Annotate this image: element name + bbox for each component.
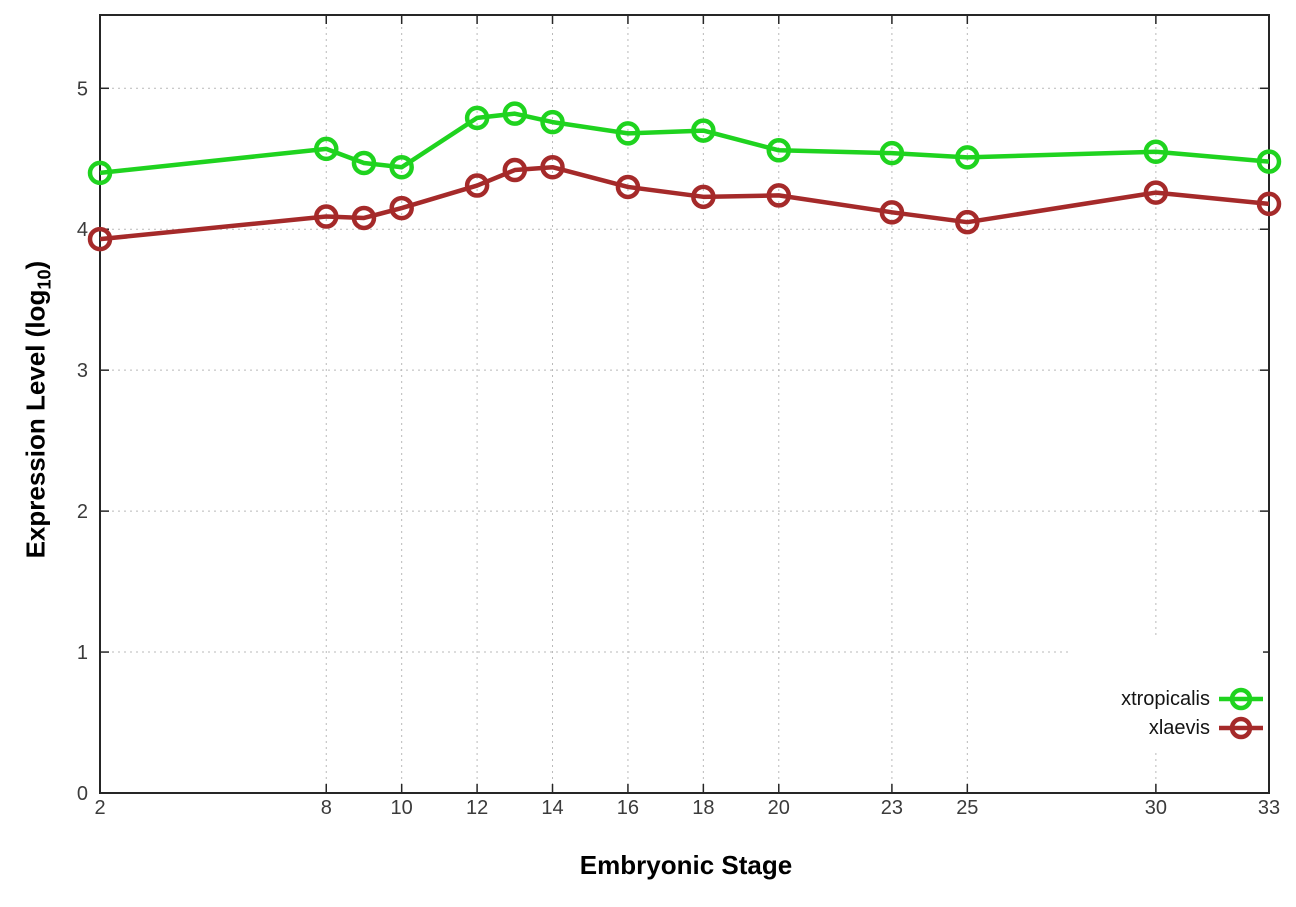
x-tick-label: 16 bbox=[617, 797, 639, 819]
xlaevis-marker bbox=[1143, 180, 1169, 205]
xtropicalis-marker bbox=[766, 138, 792, 163]
legend: xtropicalis xlaevis bbox=[1070, 637, 1263, 752]
plot-border bbox=[99, 14, 1270, 794]
xtropicalis-marker bbox=[540, 109, 565, 135]
y-axis-title: Expression Level (log10) bbox=[20, 200, 55, 620]
xlaevis-marker bbox=[1256, 191, 1282, 217]
y-axis-title-text: Expression Level (log bbox=[20, 289, 51, 559]
xtropicalis-line bbox=[99, 111, 1270, 176]
y-tick-label: 4 bbox=[77, 219, 88, 241]
xtropicalis-marker bbox=[1256, 149, 1282, 174]
x-tick-label: 14 bbox=[541, 797, 563, 819]
legend-item-xlaevis: xlaevis bbox=[1149, 716, 1263, 740]
xtropicalis-marker bbox=[879, 140, 905, 166]
xlaevis-marker bbox=[615, 174, 641, 200]
y-axis-title-subscript: 10 bbox=[34, 269, 55, 290]
xtropicalis-marker bbox=[87, 160, 113, 186]
x-tick-label: 8 bbox=[321, 797, 332, 819]
xlaevis-marker bbox=[502, 157, 528, 183]
x-tick-label: 12 bbox=[466, 797, 488, 819]
xlaevis-line bbox=[99, 164, 1270, 242]
y-axis-title-close: ) bbox=[20, 260, 51, 270]
x-tick-label: 23 bbox=[881, 797, 903, 819]
xlaevis-marker bbox=[955, 209, 980, 235]
xtropicalis-marker bbox=[502, 101, 528, 126]
xtropicalis-marker bbox=[691, 118, 716, 143]
xlaevis-marker bbox=[540, 154, 565, 180]
y-tick-label: 3 bbox=[77, 360, 88, 382]
x-tick-label: 33 bbox=[1258, 797, 1280, 819]
y-tick-label: 1 bbox=[77, 642, 88, 664]
xlaevis-marker bbox=[389, 195, 414, 221]
xlaevis-marker bbox=[464, 173, 490, 198]
xlaevis-marker bbox=[766, 183, 792, 208]
xtropicalis-marker bbox=[314, 136, 339, 162]
legend-label-xtropicalis: xtropicalis bbox=[1121, 688, 1210, 710]
x-tick-label: 30 bbox=[1145, 797, 1167, 819]
y-tick-label: 2 bbox=[77, 501, 88, 523]
x-tick-label: 25 bbox=[956, 797, 978, 819]
legend-label-xlaevis: xlaevis bbox=[1148, 717, 1210, 739]
legend-item-xtropicalis: xtropicalis bbox=[1121, 687, 1263, 711]
xlaevis-line-marker-icon bbox=[1219, 716, 1263, 740]
xtropicalis-marker bbox=[389, 154, 414, 180]
xlaevis-marker bbox=[314, 204, 339, 229]
xtropicalis-marker bbox=[1143, 139, 1169, 164]
xlaevis-marker bbox=[351, 205, 377, 231]
xlaevis-marker bbox=[87, 226, 113, 252]
xtropicalis-line-marker-icon bbox=[1219, 687, 1263, 711]
xtropicalis-marker bbox=[464, 105, 490, 131]
xlaevis-marker bbox=[691, 184, 716, 210]
xtropicalis-marker bbox=[955, 145, 980, 170]
x-axis-title: Embryonic Stage bbox=[579, 850, 793, 880]
y-tick-label: 5 bbox=[77, 78, 88, 100]
xtropicalis-marker bbox=[615, 121, 641, 146]
xtropicalis-marker bbox=[351, 150, 377, 176]
y-tick-label: 0 bbox=[77, 783, 88, 805]
x-tick-label: 10 bbox=[391, 797, 413, 819]
x-tick-label: 18 bbox=[692, 797, 714, 819]
x-tick-label: 20 bbox=[768, 797, 790, 819]
x-tick-label: 2 bbox=[94, 797, 105, 819]
xlaevis-marker bbox=[879, 200, 905, 225]
